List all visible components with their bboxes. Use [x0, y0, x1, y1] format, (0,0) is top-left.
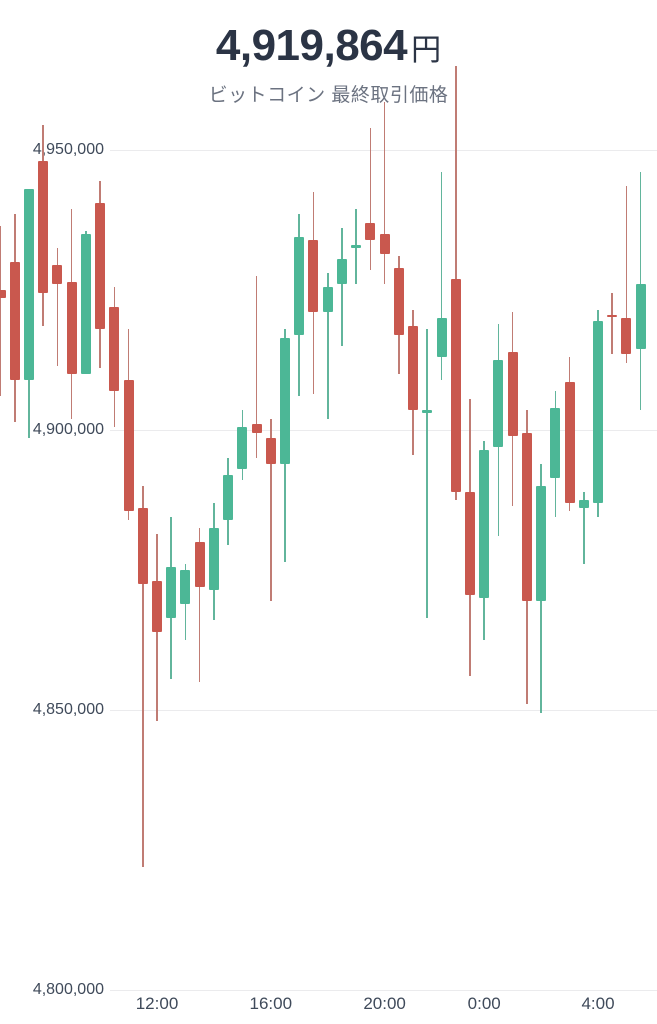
- candlestick-body: [351, 245, 362, 248]
- candlestick-body: [379, 234, 390, 254]
- candlestick-body: [166, 567, 177, 618]
- candlestick-body: [621, 318, 632, 355]
- candlestick-wick: [141, 486, 144, 867]
- candlestick-body: [294, 236, 305, 335]
- candlestick-body: [0, 290, 6, 299]
- candlestick-body: [521, 432, 532, 601]
- x-axis-tick-label: 12:00: [135, 994, 179, 1013]
- candlestick-body: [180, 570, 191, 604]
- y-axis-tick-label: 4,900,000: [32, 421, 104, 438]
- candlestick-body: [265, 438, 276, 464]
- chart-header: 4,919,864 円 ビットコイン 最終取引価格: [0, 0, 657, 124]
- candlestick-body: [223, 474, 234, 520]
- candlestick-body: [280, 337, 291, 464]
- candlestick-body: [322, 287, 333, 313]
- candlestick-body: [493, 360, 504, 447]
- candlestick-body: [422, 410, 433, 414]
- gridline: [110, 990, 657, 991]
- candlestick-body: [109, 306, 120, 391]
- candlestick-wick: [440, 172, 443, 380]
- chart-subtitle: ビットコイン 最終取引価格: [208, 85, 449, 106]
- candlestick-wick: [611, 292, 614, 355]
- x-axis-tick-label: 16:00: [249, 994, 293, 1013]
- candlestick-wick: [383, 102, 386, 285]
- candlestick-body: [208, 528, 219, 590]
- candlestick-body: [365, 222, 376, 240]
- candlestick-wick: [270, 418, 272, 601]
- candlestick-body: [308, 239, 319, 313]
- x-axis-tick-label: 4:00: [581, 994, 615, 1013]
- candlestick-body: [607, 315, 618, 317]
- candlestick-wick: [198, 528, 201, 682]
- candlestick-body: [336, 259, 347, 285]
- currency-unit: 円: [411, 34, 442, 67]
- candlestick-body: [52, 264, 63, 285]
- candlestick-body: [564, 382, 575, 503]
- candlestick-body: [66, 281, 77, 374]
- candlestick-body: [237, 427, 248, 470]
- candlestick-wick: [326, 273, 329, 419]
- candlestick-body: [80, 234, 91, 374]
- candlestick-wick: [426, 329, 429, 618]
- candlestick-body: [38, 161, 49, 293]
- candlestick-body: [635, 284, 646, 349]
- y-axis-tick-label: 4,850,000: [32, 701, 104, 718]
- candlestick-body: [9, 262, 20, 380]
- candlestick-body: [479, 449, 490, 598]
- candlestick-body: [464, 491, 475, 596]
- candlestick-body: [550, 407, 561, 478]
- candlestick-wick: [582, 491, 585, 565]
- candlestick-wick: [0, 225, 2, 397]
- candlestick-wick: [625, 186, 628, 363]
- x-axis-tick-label: 20:00: [363, 994, 406, 1013]
- y-axis-tick-label: 4,800,000: [32, 981, 104, 998]
- candlestick-body: [536, 486, 547, 601]
- candlestick-body: [436, 318, 447, 358]
- page-title: 4,919,864: [215, 21, 408, 70]
- x-axis-tick-label: 0:00: [467, 994, 501, 1013]
- candlestick-body: [123, 379, 134, 512]
- candlestick-body: [152, 581, 162, 632]
- candlestick-body: [23, 189, 34, 380]
- candlestick-wick: [56, 248, 59, 366]
- candlestick-body: [450, 278, 461, 492]
- candlestick-wick: [255, 276, 258, 458]
- candlestick-body: [578, 500, 589, 509]
- candlestick-body: [393, 267, 404, 335]
- candlestick-wick: [341, 228, 343, 346]
- candlestick-body: [95, 203, 106, 330]
- last-price-line: 4,919,864 円: [0, 24, 657, 68]
- gridline: [110, 150, 657, 151]
- candlestick-body: [507, 351, 518, 436]
- gridline: [110, 710, 657, 711]
- candlestick-body: [194, 542, 205, 587]
- gridline: [110, 430, 657, 431]
- candlestick-wick: [369, 127, 372, 271]
- candlestick-body: [251, 424, 262, 433]
- candlestick-body: [137, 508, 148, 584]
- candlestick-body: [408, 326, 419, 411]
- y-axis-tick-label: 4,950,000: [32, 141, 104, 158]
- candlestick-body: [593, 320, 603, 503]
